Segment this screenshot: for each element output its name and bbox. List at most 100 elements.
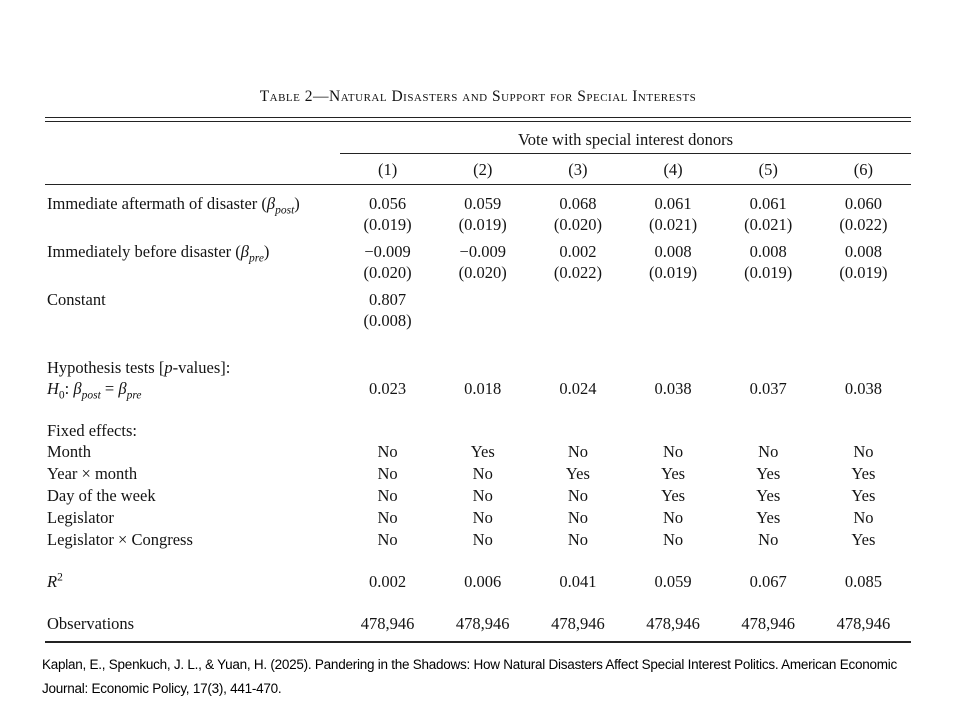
header-empty-cell <box>45 122 340 154</box>
cell-value: 0.041 <box>559 572 597 591</box>
label-segment: ) <box>294 194 300 213</box>
row-label: Legislator × Congress <box>45 529 340 551</box>
cell-value: 0.018 <box>464 379 502 398</box>
cell-value: Yes <box>661 464 686 483</box>
table-cell: No <box>340 441 435 463</box>
cell-value: No <box>567 486 588 505</box>
table-cell: No <box>435 529 530 551</box>
table-cell: No <box>340 485 435 507</box>
table-cell: No <box>816 441 911 463</box>
table-cell: No <box>530 529 625 551</box>
cell-se: (0.019) <box>458 215 507 234</box>
cell-value: 0.059 <box>654 572 692 591</box>
table-cell: No <box>340 463 435 485</box>
table-row: Month No Yes No No No No <box>45 441 911 463</box>
row-label: Hypothesis tests [p-values]: <box>45 357 911 378</box>
cell-value: 0.008 <box>844 242 882 261</box>
cell-value: No <box>853 442 874 461</box>
table-cell: 478,946 <box>435 613 530 635</box>
table-cell: 0.038 <box>816 378 911 400</box>
table-row: Legislator × Congress No No No No No Yes <box>45 529 911 551</box>
table-cell: Yes <box>721 463 816 485</box>
cell-value: No <box>662 508 684 527</box>
cell-value: Yes <box>565 464 590 483</box>
table-cell: 0.006 <box>435 571 530 593</box>
row-label: Constant <box>45 289 340 331</box>
cell-value: 0.067 <box>749 572 787 591</box>
table-row: Observations 478,946 478,946 478,946 478,946… <box>45 613 911 635</box>
row-label: Immediate aftermath of disaster (βpost) <box>45 193 340 235</box>
cell-value: 478,946 <box>741 614 796 633</box>
cell-value: No <box>853 508 874 527</box>
cell-se: (0.019) <box>744 263 793 282</box>
cell-value: 0.068 <box>559 194 597 213</box>
table-cell <box>530 289 625 331</box>
table-cell: No <box>721 529 816 551</box>
cell-value: −0.009 <box>364 242 411 261</box>
column-header-4: (4) <box>663 160 683 179</box>
table-cell: 0.008 (0.019) <box>816 241 911 283</box>
cell-value: 0.006 <box>464 572 502 591</box>
table-cell <box>625 289 720 331</box>
cell-value: 0.059 <box>464 194 502 213</box>
table-cell: 0.018 <box>435 378 530 400</box>
table-cell: 0.041 <box>530 571 625 593</box>
header-empty-cell <box>45 154 340 184</box>
table-cell: 0.008 (0.019) <box>625 241 720 283</box>
table-cell: 0.067 <box>721 571 816 593</box>
cell-value: 0.037 <box>749 379 787 398</box>
label-segment: β <box>73 379 82 398</box>
cell-se: (0.021) <box>744 215 793 234</box>
column-header-5: (5) <box>758 160 778 179</box>
label-segment: Immediate aftermath of disaster ( <box>47 194 267 213</box>
cell-value: No <box>567 442 588 461</box>
table-cell <box>721 289 816 331</box>
regression-table: Table 2—Natural Disasters and Support fo… <box>45 87 911 643</box>
header-rule <box>45 184 911 185</box>
table-cell: Yes <box>625 463 720 485</box>
table-cell: No <box>625 441 720 463</box>
cell-se: (0.021) <box>649 215 698 234</box>
label-segment: Year × month <box>47 464 138 483</box>
table-cell: No <box>816 507 911 529</box>
table-cell: No <box>435 485 530 507</box>
cell-value: 0.060 <box>844 194 882 213</box>
cell-value: 0.008 <box>654 242 692 261</box>
row-label: Year × month <box>45 463 340 485</box>
column-header-2: (2) <box>473 160 493 179</box>
cell-se: (0.020) <box>553 215 602 234</box>
cell-value: 0.002 <box>369 572 407 591</box>
cell-value: No <box>662 530 684 549</box>
row-label: H0: βpost = βpre <box>45 378 340 401</box>
table-cell: 0.059 <box>625 571 720 593</box>
cell-se: (0.022) <box>553 263 602 282</box>
table-cell: Yes <box>816 463 911 485</box>
table-cell: 0.023 <box>340 378 435 400</box>
table-row: H0: βpost = βpre 0.023 0.018 0.024 0.038 0.03… <box>45 378 911 401</box>
label-segment: Legislator <box>47 508 114 527</box>
table-row: R2 0.002 0.006 0.041 0.059 0.067 0.085 <box>45 571 911 593</box>
table-cell: No <box>340 529 435 551</box>
dependent-variable-header: Vote with special interest donors <box>340 122 911 154</box>
cell-value: 478,946 <box>551 614 605 633</box>
cell-se: (0.020) <box>458 263 507 282</box>
table-row: Day of the week No No No Yes Yes Yes <box>45 485 911 507</box>
table-cell: 0.008 (0.019) <box>721 241 816 283</box>
table-row: Legislator No No No No Yes No <box>45 507 911 529</box>
row-label: Fixed effects: <box>45 420 911 441</box>
label-segment: -values]: <box>172 358 231 377</box>
row-label: Observations <box>45 613 340 635</box>
label-segment: pre <box>249 252 264 265</box>
cell-value: No <box>377 486 398 505</box>
cell-value: 478,946 <box>836 614 891 633</box>
cell-se: (0.022) <box>839 215 888 234</box>
table-cell: 0.059 (0.019) <box>435 193 530 235</box>
cell-value: Yes <box>851 464 876 483</box>
label-segment: ) <box>263 242 270 261</box>
cell-value: 0.024 <box>559 379 597 398</box>
table-cell: Yes <box>816 485 911 507</box>
label-segment: Observations <box>47 614 135 633</box>
table-row: Immediately before disaster (βpre) −0.009… <box>45 241 911 283</box>
table-title: Table 2—Natural Disasters and Support fo… <box>259 88 697 105</box>
table-cell: 478,946 <box>530 613 625 635</box>
